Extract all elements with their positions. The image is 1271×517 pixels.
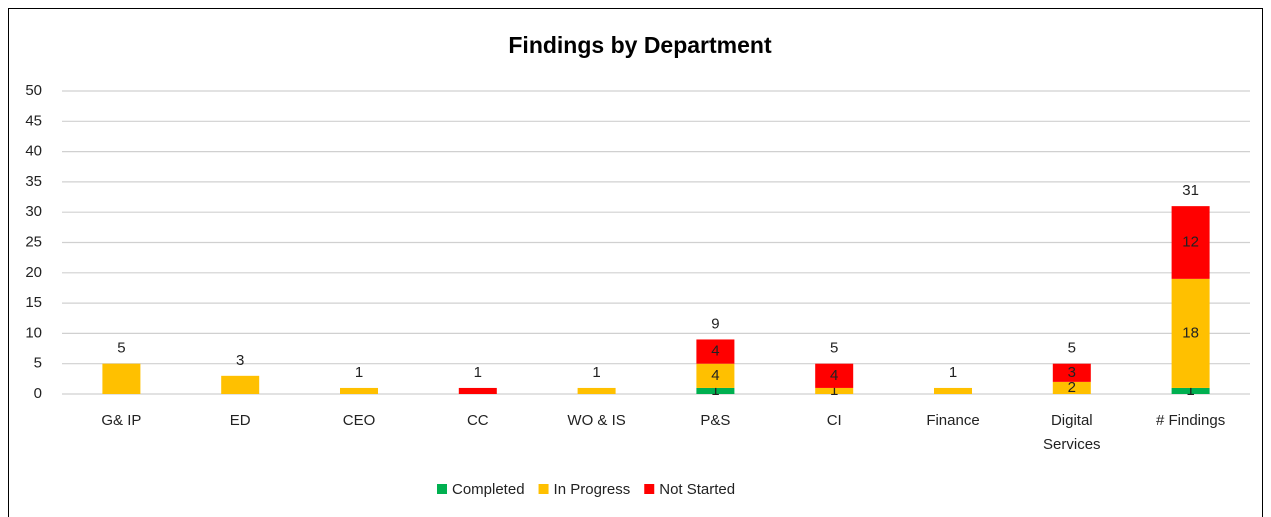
legend-label: Completed	[452, 481, 525, 498]
y-tick-label: 45	[25, 112, 42, 129]
segment-label: 2	[1068, 379, 1076, 396]
bar-segment	[1171, 278, 1210, 388]
y-tick-label: 10	[25, 324, 42, 341]
segment-label: 4	[711, 367, 719, 384]
bar-segment	[1171, 387, 1210, 394]
legend-label: In Progress	[554, 481, 631, 498]
total-label: 1	[592, 364, 600, 381]
segment-label: 12	[1182, 233, 1199, 250]
bar-segment	[1052, 381, 1091, 394]
x-tick-label: Finance	[926, 412, 979, 429]
bar-segment	[221, 375, 260, 394]
y-tick-label: 25	[25, 233, 42, 250]
bar-segment	[934, 387, 972, 394]
legend-swatch	[538, 484, 549, 494]
segment-label: 1	[1186, 382, 1194, 399]
total-label: 5	[117, 340, 125, 357]
bar-segment	[1052, 363, 1091, 382]
legend-swatch	[437, 484, 447, 494]
segment-label: 4	[830, 367, 838, 384]
segment-label: 18	[1182, 324, 1199, 341]
segment-label: 4	[711, 343, 719, 360]
total-label: 5	[830, 340, 838, 357]
x-tick-label: CI	[827, 412, 842, 429]
total-label: 1	[474, 364, 482, 381]
x-tick-label: Digital Services	[1043, 412, 1101, 453]
bar-segment	[815, 363, 854, 388]
segment-label: 1	[830, 382, 838, 399]
bar-segment	[458, 387, 497, 394]
y-tick-label: 20	[25, 264, 42, 281]
x-tick-label: G& IP	[101, 412, 141, 429]
x-tick-label: WO & IS	[567, 412, 625, 429]
total-label: 1	[949, 364, 957, 381]
bar-segment	[696, 363, 735, 388]
bar-segment	[577, 387, 616, 394]
bar-segment	[102, 363, 141, 394]
x-tick-label-line: Services	[1043, 436, 1101, 453]
legend-label: Not Started	[659, 481, 735, 498]
chart-title: Findings by Department	[508, 32, 772, 58]
x-tick-label: CC	[467, 412, 489, 429]
legend-swatch	[644, 484, 655, 494]
bar-segment	[815, 387, 854, 394]
y-tick-label: 30	[25, 203, 42, 220]
bar-segment	[696, 339, 735, 364]
y-tick-label: 15	[25, 294, 42, 311]
x-tick-label: CEO	[343, 412, 376, 429]
x-tick-label-line: Digital	[1051, 412, 1093, 429]
y-tick-label: 5	[34, 355, 42, 372]
y-tick-label: 35	[25, 173, 42, 190]
total-label: 9	[711, 315, 719, 332]
y-tick-label: 40	[25, 143, 42, 160]
x-tick-label: ED	[230, 412, 251, 429]
bar-segment	[1171, 206, 1210, 279]
y-tick-label: 0	[34, 385, 42, 402]
total-label: 31	[1182, 182, 1199, 199]
chart-border	[8, 8, 1263, 517]
segment-label: 1	[711, 382, 719, 399]
segment-label: 3	[1068, 364, 1076, 381]
y-tick-label: 50	[25, 82, 42, 99]
total-label: 3	[236, 352, 244, 369]
bar-segment	[696, 387, 735, 394]
x-tick-label: # Findings	[1156, 412, 1225, 429]
total-label: 1	[355, 364, 363, 381]
bar-segment	[340, 387, 378, 394]
x-tick-label: P&S	[700, 412, 730, 429]
total-label: 5	[1068, 340, 1076, 357]
